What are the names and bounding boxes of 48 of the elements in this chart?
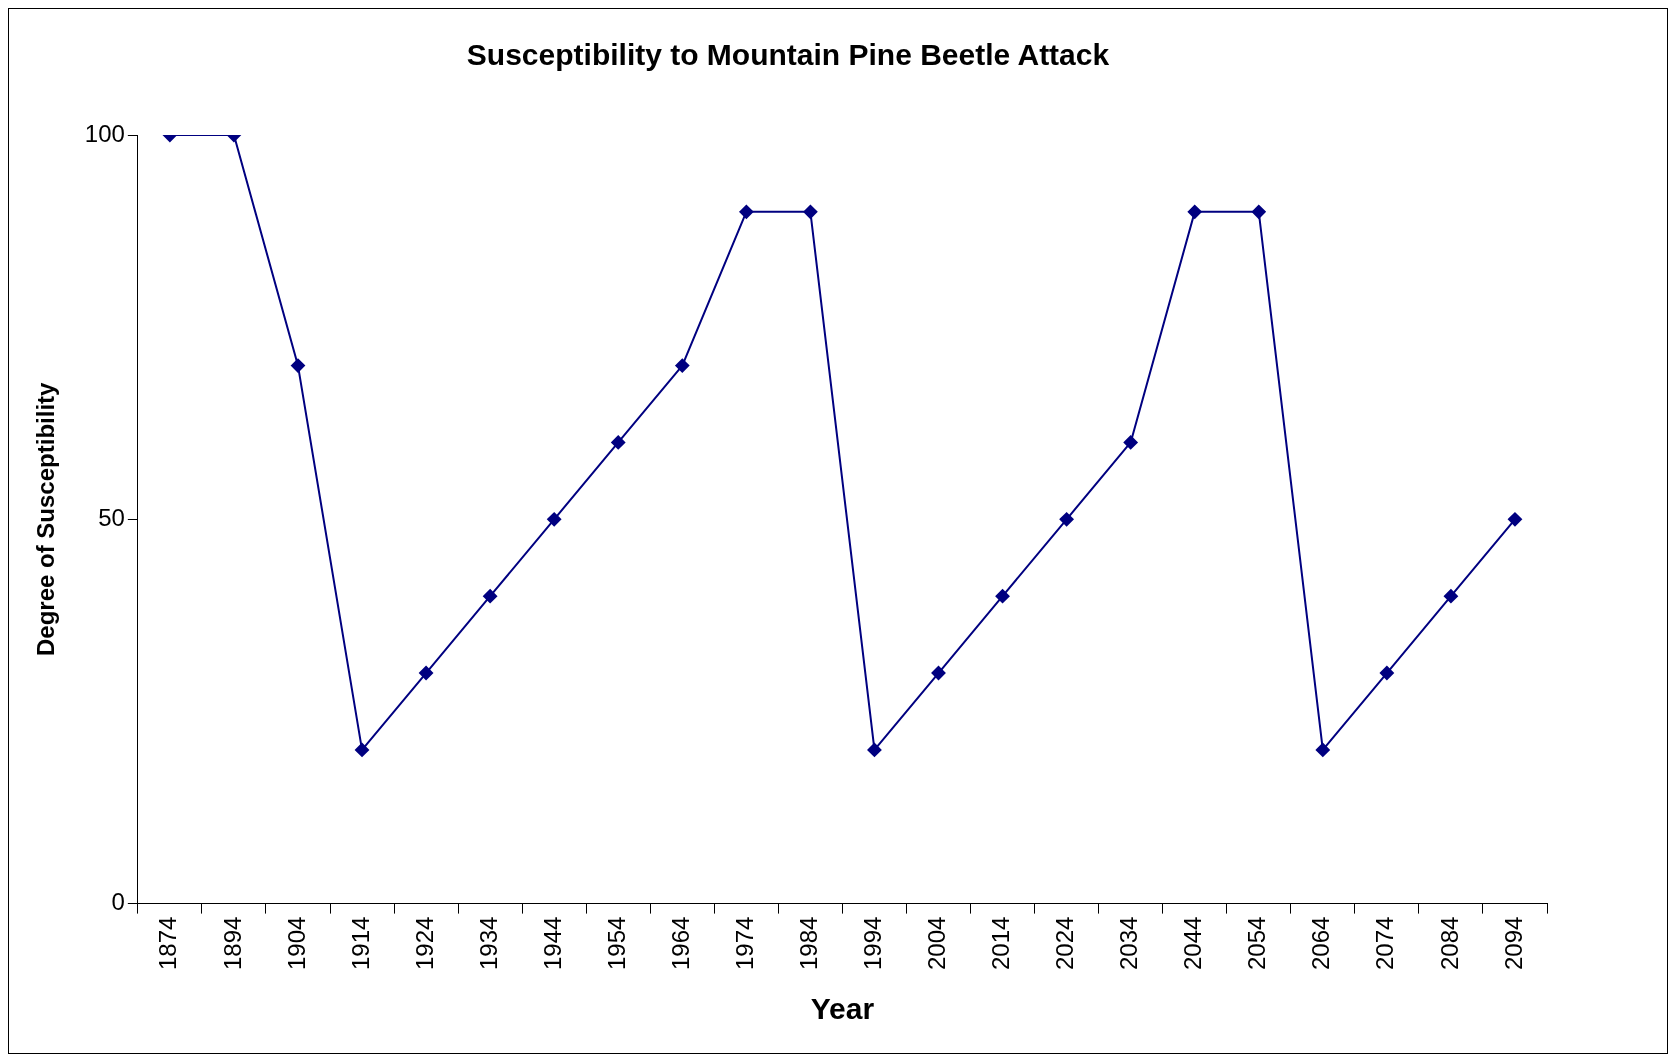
x-tick-label: 1934 bbox=[474, 916, 502, 970]
point bbox=[1379, 666, 1394, 681]
point bbox=[1443, 589, 1458, 604]
y-tick-label: 0 bbox=[111, 888, 125, 916]
x-tick-label: 1974 bbox=[730, 916, 758, 970]
x-tick-label: 1914 bbox=[346, 916, 374, 970]
x-tick-label: 2084 bbox=[1435, 916, 1463, 970]
chart-title: Susceptibility to Mountain Pine Beetle Attack bbox=[466, 38, 1110, 72]
x-tick-label: 1964 bbox=[666, 916, 694, 970]
point bbox=[1315, 742, 1330, 757]
x-tick-label: 2054 bbox=[1243, 916, 1271, 970]
x-tick-label: 2034 bbox=[1115, 916, 1143, 970]
y-tick-label: 100 bbox=[84, 119, 125, 147]
x-tick-label: 1894 bbox=[218, 916, 246, 970]
x-tick-label: 2004 bbox=[923, 916, 951, 970]
point bbox=[1251, 204, 1266, 219]
x-axis-title: Year bbox=[810, 992, 875, 1026]
x-tick-label: 2044 bbox=[1179, 916, 1207, 970]
x-tick-label: 2064 bbox=[1307, 916, 1335, 970]
point bbox=[803, 204, 818, 219]
point bbox=[931, 666, 946, 681]
point bbox=[739, 204, 754, 219]
point bbox=[1507, 512, 1522, 527]
point bbox=[290, 358, 305, 373]
x-tick-label: 1994 bbox=[859, 916, 887, 970]
x-tick-label: 1984 bbox=[795, 916, 823, 970]
point bbox=[611, 435, 626, 450]
x-tick-label: 2014 bbox=[987, 916, 1015, 970]
point bbox=[995, 589, 1010, 604]
point bbox=[419, 666, 434, 681]
x-tick-label: 1954 bbox=[602, 916, 630, 970]
x-tick-label: 1874 bbox=[154, 916, 182, 970]
x-tick-label: 2094 bbox=[1499, 916, 1527, 970]
point bbox=[1187, 204, 1202, 219]
point bbox=[547, 512, 562, 527]
y-tick-label: 50 bbox=[98, 503, 125, 531]
point bbox=[675, 358, 690, 373]
point bbox=[1123, 435, 1138, 450]
x-tick-label: 1904 bbox=[282, 916, 310, 970]
x-tick-label: 2024 bbox=[1051, 916, 1079, 970]
x-tick-label: 1944 bbox=[538, 916, 566, 970]
point bbox=[867, 742, 882, 757]
point bbox=[1059, 512, 1074, 527]
x-tick-label: 2074 bbox=[1371, 916, 1399, 970]
y-axis-title: Degree of Susceptibility bbox=[32, 381, 60, 657]
point bbox=[483, 589, 498, 604]
point bbox=[355, 742, 370, 757]
x-tick-label: 1924 bbox=[410, 916, 438, 970]
